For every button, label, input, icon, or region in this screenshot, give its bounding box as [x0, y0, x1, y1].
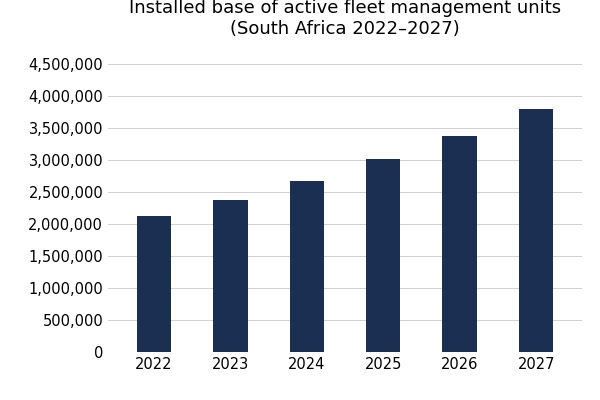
Bar: [442, 136, 477, 352]
Bar: [213, 200, 248, 352]
Title: Installed base of active fleet management units
(South Africa 2022–2027): Installed base of active fleet managemen…: [129, 0, 561, 38]
Bar: [137, 216, 171, 352]
Bar: [519, 109, 553, 352]
Bar: [290, 181, 324, 352]
Bar: [366, 159, 400, 352]
